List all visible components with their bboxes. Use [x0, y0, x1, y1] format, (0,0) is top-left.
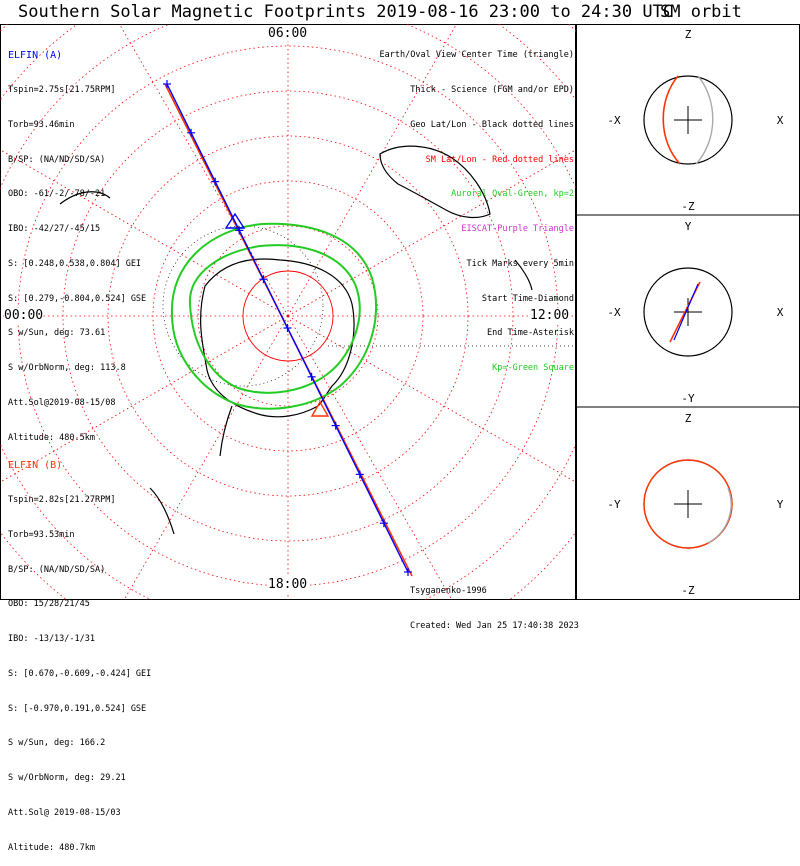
elfin-b-line: S w/OrbNorm, deg: 29.21	[8, 773, 126, 784]
elfin-b-orbit	[662, 75, 681, 165]
elfin-a-line: IBO: -42/27/-45/15	[8, 224, 101, 235]
elfin-b-orbit	[643, 459, 733, 549]
legend: Earth/Oval View Center Time (triangle) T…	[380, 27, 574, 386]
map-frame	[0, 24, 576, 600]
elfin-b-info: ELFIN (B) Tspin=2.82s[21.27RPM] Torb=93.…	[8, 437, 151, 866]
axis-label-right: X	[777, 306, 784, 319]
legend-item: Start Time-Diamond	[481, 293, 574, 304]
elfin-b-line: Tspin=2.82s[21.27RPM]	[8, 494, 116, 505]
elfin-b-line: B/SP: (NA/ND/SD/SA)	[8, 564, 106, 575]
elfin-b-line: OBO: 15/28/21/45	[8, 599, 90, 610]
elfin-a-line: S w/OrbNorm, deg: 113.8	[8, 363, 126, 374]
legend-item: Geo Lat/Lon - Black dotted lines	[410, 119, 574, 130]
orbit-title: SM orbit	[660, 2, 742, 22]
mlt-label-right: 12:00	[530, 308, 570, 323]
elfin-a-header: ELFIN (A)	[8, 50, 63, 62]
axis-label-up: Z	[685, 28, 692, 41]
africa-coast	[59, 191, 111, 205]
elfin-a-line: S: [0.279,-0.804,0.524] GSE	[8, 293, 147, 304]
elfin-a-orbit	[695, 75, 714, 165]
polar-map	[0, 24, 576, 600]
legend-item: End Time-Asterisk	[487, 328, 574, 339]
legend-item: Tick Marks every 5min	[466, 258, 574, 269]
peninsula-coast	[219, 405, 233, 457]
sa-coast	[149, 487, 175, 535]
elfin-a-center-triangle	[224, 212, 246, 229]
legend-item: Auroral Oval-Green, kp=2	[451, 189, 574, 200]
axis-label-right: Y	[777, 498, 784, 511]
elfin-a-orbit	[707, 487, 732, 544]
legend-item: Earth/Oval View Center Time (triangle)	[379, 50, 574, 61]
elfin-a-line: Tspin=2.75s[21.75RPM]	[8, 84, 116, 95]
axis-label-right: X	[777, 114, 784, 127]
axis-label-left: -X	[607, 114, 621, 127]
model-label: Tsyganenko-1996	[410, 586, 487, 597]
track-ticks	[163, 80, 412, 576]
elfin-a-line: Torb=93.46min	[8, 119, 75, 130]
created-label: Created: Wed Jan 25 17:40:38 2023	[410, 620, 579, 631]
mlt-label-bottom: 18:00	[268, 577, 308, 592]
axis-label-down: -Z	[681, 584, 695, 597]
axis-label-down: -Y	[681, 392, 695, 405]
elfin-a-orbit	[673, 283, 699, 341]
orbit-panel: Y -Y -X X	[607, 220, 783, 405]
nz-coast	[514, 259, 533, 291]
australia-coast	[379, 145, 491, 219]
elfin-a-line: S w/Sun, deg: 73.61	[8, 328, 106, 339]
earth-circle	[643, 267, 733, 357]
elfin-b-line: Torb=93.53min	[8, 529, 75, 540]
orbit-panel: Z -Z -X X	[607, 28, 783, 213]
elfin-a-line: Altitude: 480.5km	[8, 432, 95, 443]
elfin-a-line: B/SP: (NA/ND/SD/SA)	[8, 154, 106, 165]
elfin-b-line: Att.Sol@ 2019-08-15/03	[8, 808, 121, 818]
axis-label-up: Z	[685, 412, 692, 425]
elfin-b-header: ELFIN (B)	[8, 460, 63, 472]
axis-label-down: -Z	[681, 200, 695, 213]
elfin-b-line: IBO: -13/13/-1/31	[8, 634, 95, 645]
orbit-panel: Z -Z -Y Y	[607, 412, 783, 597]
elfin-b-line: S: [0.670,-0.609,-0.424] GEI	[8, 668, 152, 679]
elfin-a-line: Att.Sol@2019-08-15/08	[8, 398, 116, 408]
axis-label-up: Y	[685, 220, 692, 233]
elfin-a-line: S: [0.248,0.538,0.804] GEI	[8, 258, 142, 269]
legend-item: SM Lat/Lon - Red dotted lines	[425, 154, 574, 165]
axis-label-left: -X	[607, 306, 621, 319]
footer: Tsyganenko-1996 Created: Wed Jan 25 17:4…	[410, 563, 579, 644]
orbit-panels: Z -Z -X X Y -Y -X X Z -Z -Y Y	[576, 24, 800, 600]
mlt-label-left: 00:00	[4, 308, 44, 323]
earth-circle	[643, 75, 733, 165]
elfin-b-center-triangle	[310, 400, 330, 417]
legend-item: Thick - Science (FGM and/or EPD)	[410, 84, 574, 95]
legend-item: EISCAT-Purple Triangle	[461, 224, 574, 235]
plot-title: Southern Solar Magnetic Footprints 2019-…	[18, 2, 674, 22]
elfin-a-line: OBO: -61/-2/-78/-21	[8, 189, 106, 200]
mlt-label-top: 06:00	[268, 26, 308, 41]
oval-outer	[170, 222, 377, 410]
axis-label-left: -Y	[607, 498, 621, 511]
elfin-b-line: S w/Sun, deg: 166.2	[8, 738, 106, 749]
elfin-b-line: S: [-0.970,0.191,0.524] GSE	[8, 703, 147, 714]
legend-item: Kp=-Green Square	[492, 363, 574, 374]
elfin-b-line: Altitude: 480.7km	[8, 842, 95, 853]
elfin-a-info: ELFIN (A) Tspin=2.75s[21.75RPM] Torb=93.…	[8, 27, 146, 456]
